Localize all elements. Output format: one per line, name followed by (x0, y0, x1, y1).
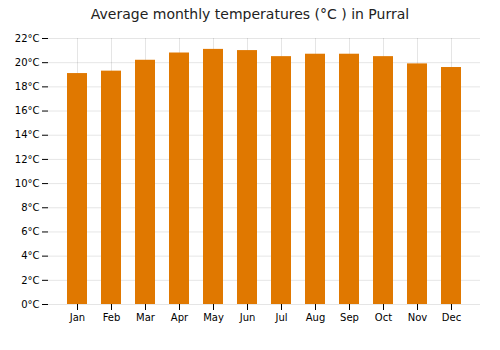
svg-text:Jul: Jul (274, 312, 287, 323)
svg-text:6°C: 6°C (21, 226, 39, 237)
svg-text:16°C: 16°C (15, 105, 40, 116)
svg-text:12°C: 12°C (15, 154, 40, 165)
svg-text:Dec: Dec (442, 312, 461, 323)
svg-text:Aug: Aug (306, 312, 326, 323)
svg-text:20°C: 20°C (15, 57, 40, 68)
svg-text:10°C: 10°C (15, 178, 40, 189)
svg-text:Feb: Feb (103, 312, 121, 323)
svg-text:Sep: Sep (340, 312, 359, 323)
svg-text:0°C: 0°C (21, 299, 39, 310)
svg-text:2°C: 2°C (21, 275, 39, 286)
svg-text:18°C: 18°C (15, 81, 40, 92)
svg-text:14°C: 14°C (15, 129, 40, 140)
html-text:Average monthly temperatures (: Average monthly temperatures (°C ) in Pu… (90, 6, 410, 22)
svg-text:Mar: Mar (136, 312, 156, 323)
svg-text:Apr: Apr (171, 312, 189, 323)
svg-text:Jan: Jan (69, 312, 85, 323)
svg-text:Oct: Oct (375, 312, 392, 323)
svg-text:May: May (203, 312, 224, 323)
svg-text:22°C: 22°C (15, 33, 40, 44)
svg-text:Nov: Nov (408, 312, 428, 323)
svg-text:8°C: 8°C (21, 202, 39, 213)
svg-text:Jun: Jun (239, 312, 256, 323)
svg-text:4°C: 4°C (21, 250, 39, 261)
